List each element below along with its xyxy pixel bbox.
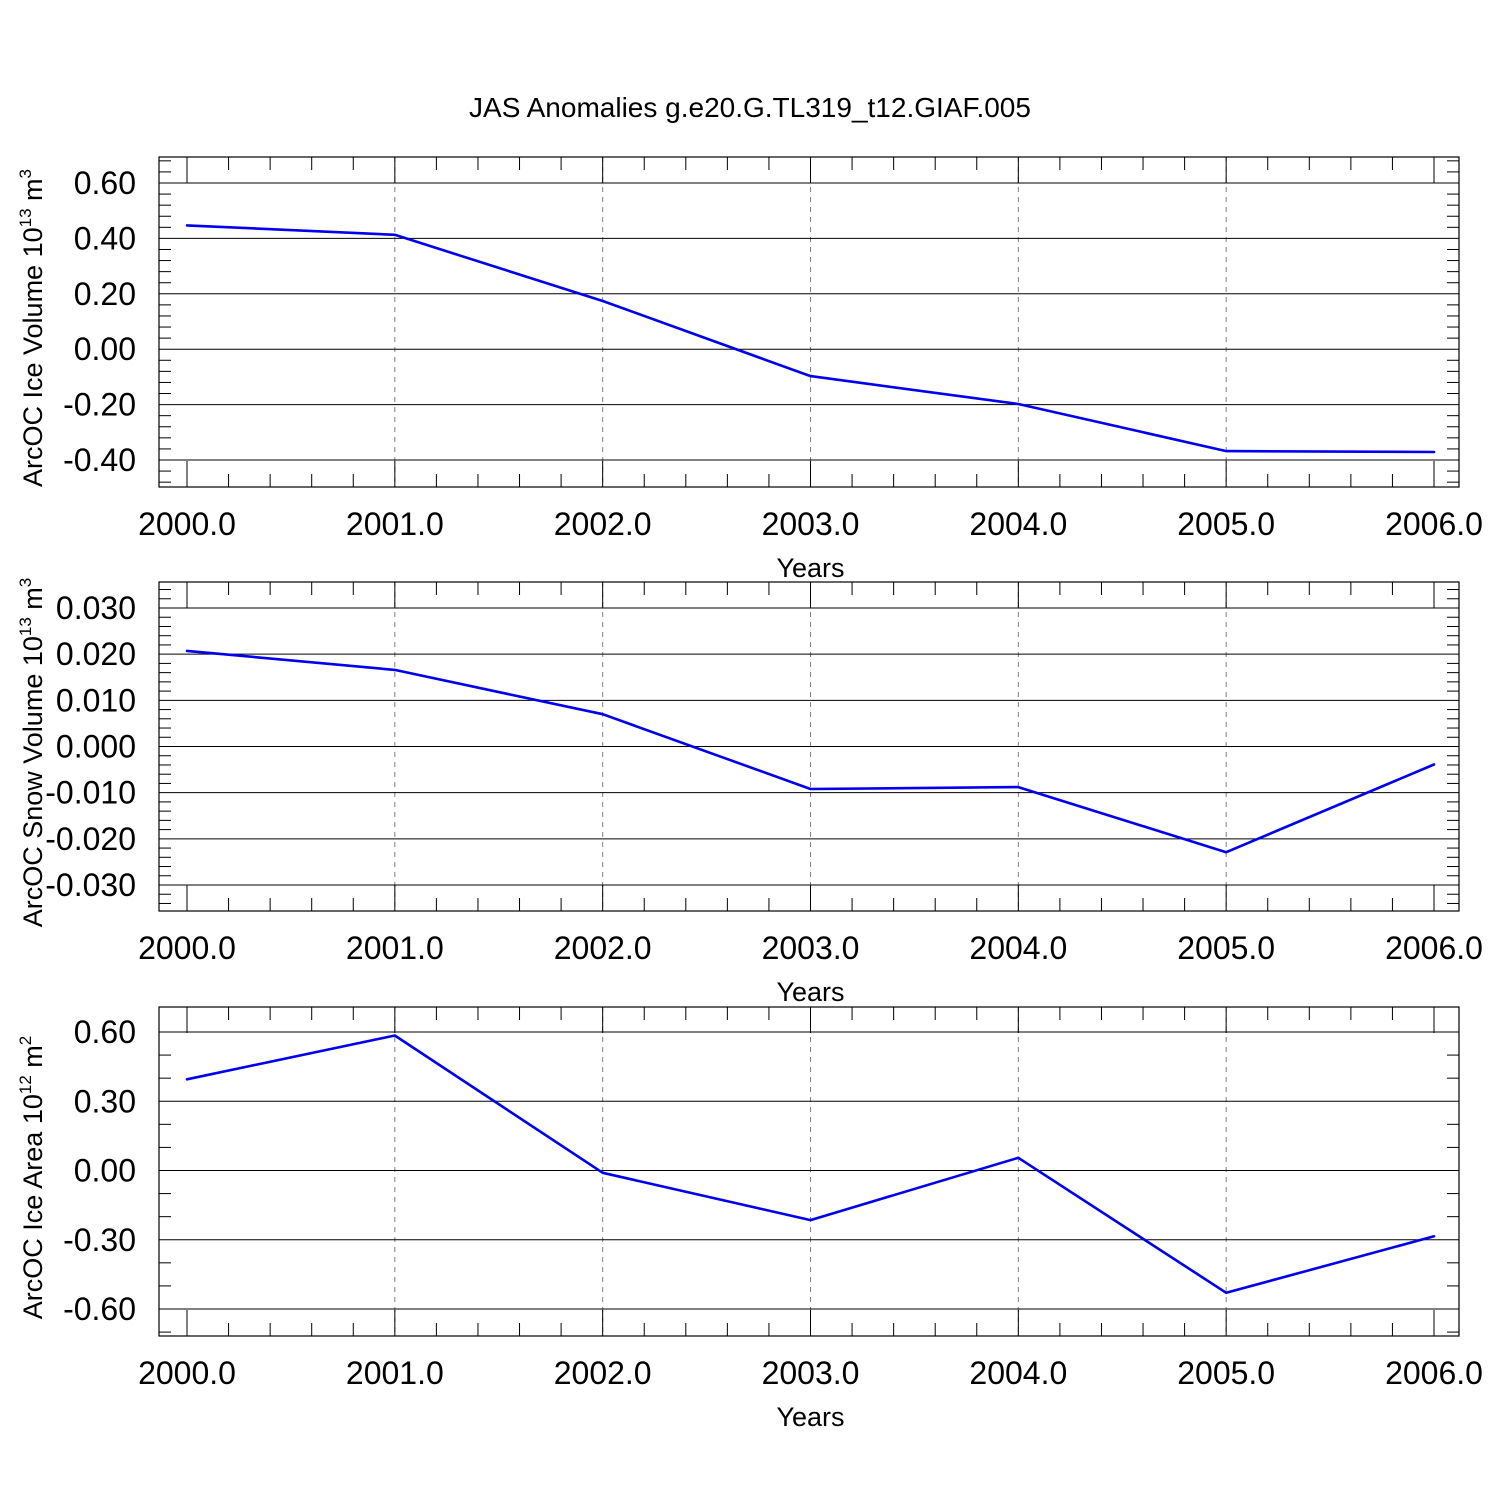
series-line-1 [185,1034,1436,1295]
panel-2: -0.030 -0.020 -0.010 0.000 0.010 0.020 0.030 20… [16,578,1483,1007]
y-axis-label: ArcOC Ice Volume 1013 m3 [16,169,48,487]
x-axis-label: Years [776,553,844,583]
y-tick-label: 0.010 [56,682,136,718]
y-axis-label-part: m [18,587,48,617]
y-axis-label: ArcOC Snow Volume 1013 m3 [16,578,48,928]
x-axis-label: Years [776,1402,844,1432]
series-line-1 [185,649,1436,854]
y-axis-label-part: 13 [16,208,35,227]
y-tick-label: 0.020 [56,636,136,672]
y-tick-label: 0.40 [74,220,136,256]
x-tick-label: 2004.0 [969,506,1067,542]
y-tick-label: 0.000 [56,729,136,765]
y-axis-label-part: 3 [16,578,35,587]
y-axis-label-part: ArcOC Snow Volume 10 [18,636,48,927]
y-tick-label: 0.00 [74,1153,136,1189]
y-tick-label: -0.030 [45,867,136,903]
y-axis-label-part: ArcOC Ice Area 10 [18,1094,48,1319]
panel-3: -0.60 -0.30 0.00 0.30 0.60 2000.0 2001.0 2002.0… [16,1006,1483,1432]
y-axis-label: ArcOC Ice Area 1012 m2 [16,1036,48,1320]
y-tick-label: 0.60 [74,1014,136,1050]
plot-frame [158,1006,1460,1337]
y-tick-label: 0.20 [74,276,136,312]
x-tick-label: 2006.0 [1385,506,1483,542]
x-tick-label: 2004.0 [969,1355,1067,1391]
y-axis-label-part: m [18,178,48,208]
panel-1: -0.40 -0.20 0.00 0.20 0.40 0.60 2000.0 2001.0 20… [16,156,1483,583]
x-tick-label: 2000.0 [138,506,236,542]
x-tick-label: 2006.0 [1385,930,1483,966]
y-tick-label: -0.020 [45,821,136,857]
y-tick-label: -0.20 [63,387,136,423]
figure-title: JAS Anomalies g.e20.G.TL319_t12.GIAF.005 [469,92,1031,123]
x-tick-label: 2003.0 [762,930,860,966]
y-tick-label: -0.60 [63,1291,136,1327]
y-axis-label-part: 12 [16,1075,35,1094]
y-tick-label: 0.30 [74,1083,136,1119]
y-axis-label-part: 2 [16,1036,35,1045]
x-tick-label: 2005.0 [1177,1355,1275,1391]
y-tick-label: -0.010 [45,775,136,811]
y-tick-label: 0.60 [74,165,136,201]
plot-frame [158,581,1460,912]
y-axis-label-part: ArcOC Ice Volume 10 [18,227,48,487]
x-tick-label: 2004.0 [969,930,1067,966]
x-tick-label: 2001.0 [346,506,444,542]
x-tick-label: 2003.0 [762,506,860,542]
x-axis-label: Years [776,977,844,1007]
x-tick-label: 2001.0 [346,930,444,966]
x-tick-label: 2002.0 [554,1355,652,1391]
x-tick-label: 2006.0 [1385,1355,1483,1391]
plot-frame [158,156,1460,488]
x-tick-label: 2002.0 [554,930,652,966]
y-axis-label-part: m [18,1045,48,1075]
x-tick-label: 2002.0 [554,506,652,542]
y-axis-label-part: 13 [16,617,35,636]
x-tick-label: 2005.0 [1177,506,1275,542]
x-tick-label: 2000.0 [138,930,236,966]
x-tick-label: 2005.0 [1177,930,1275,966]
x-tick-label: 2000.0 [138,1355,236,1391]
y-tick-label: -0.40 [63,442,136,478]
y-axis-label-part: 3 [16,169,35,178]
y-tick-label: 0.00 [74,331,136,367]
x-tick-label: 2003.0 [762,1355,860,1391]
y-tick-label: 0.030 [56,590,136,626]
x-tick-label: 2001.0 [346,1355,444,1391]
series-line-1 [185,224,1436,454]
y-tick-label: -0.30 [63,1222,136,1258]
